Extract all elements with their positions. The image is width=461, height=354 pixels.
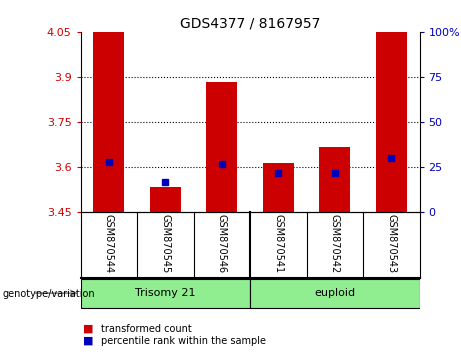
Text: GSM870542: GSM870542 (330, 215, 340, 274)
Bar (376, 33, 407, 212)
Text: genotype/variation: genotype/variation (2, 289, 95, 299)
Bar (81, 280, 250, 308)
Text: percentile rank within the sample: percentile rank within the sample (101, 336, 266, 346)
Text: ■: ■ (83, 324, 94, 333)
Bar (150, 187, 181, 212)
Text: GSM870543: GSM870543 (386, 215, 396, 274)
Title: GDS4377 / 8167957: GDS4377 / 8167957 (180, 17, 320, 31)
Text: GSM870541: GSM870541 (273, 215, 284, 274)
Text: GSM870544: GSM870544 (104, 215, 114, 274)
Text: euploid: euploid (314, 288, 355, 298)
Text: GSM870545: GSM870545 (160, 215, 171, 274)
Bar (319, 147, 350, 212)
Text: transformed count: transformed count (101, 324, 192, 333)
Text: GSM870546: GSM870546 (217, 215, 227, 274)
Text: ■: ■ (83, 336, 94, 346)
Text: Trisomy 21: Trisomy 21 (135, 288, 195, 298)
Bar (94, 33, 124, 212)
Bar (250, 280, 420, 308)
Bar (263, 163, 294, 212)
Bar (207, 81, 237, 212)
